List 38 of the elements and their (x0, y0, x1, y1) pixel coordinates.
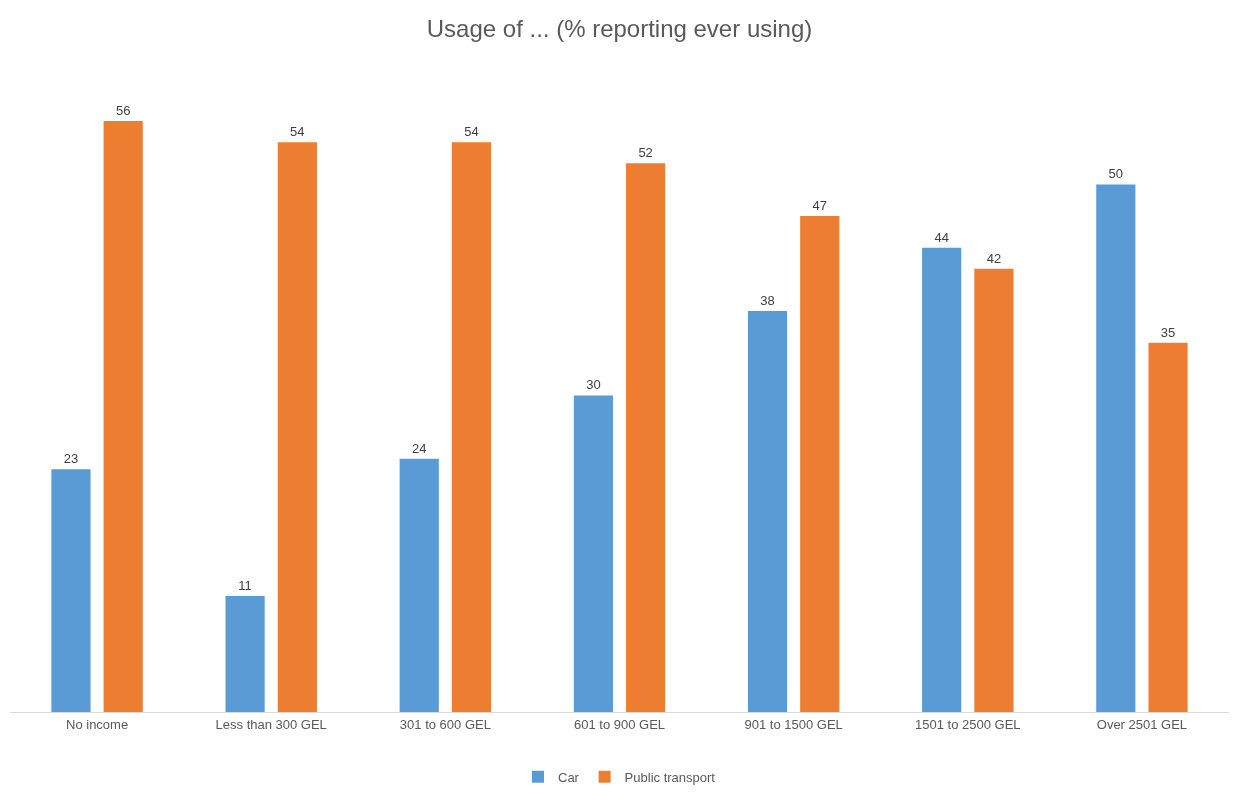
data-label: 54 (290, 124, 305, 140)
data-label: 47 (812, 198, 827, 214)
x-tick-label: 301 to 600 GEL (399, 716, 491, 732)
bar (626, 163, 666, 712)
data-label: 11 (238, 577, 252, 593)
bar (974, 268, 1014, 712)
bar (103, 121, 143, 712)
bar (1096, 184, 1136, 712)
bar (51, 469, 91, 712)
bar (399, 458, 439, 712)
x-tick-label: No income (66, 716, 129, 732)
bar (451, 142, 492, 712)
x-tick-label: 1501 to 2500 GEL (915, 716, 1021, 732)
legend-label: Car (558, 769, 580, 785)
data-label: 42 (986, 250, 1002, 266)
bar (573, 395, 613, 712)
bar (1148, 342, 1188, 712)
data-label: 30 (586, 377, 601, 393)
data-label: 38 (760, 293, 775, 309)
bar (277, 142, 317, 712)
chart-title: Usage of ... (% reporting ever using) (426, 14, 813, 42)
bar (225, 595, 265, 712)
x-tick-label: 601 to 900 GEL (573, 716, 666, 732)
legend-label: Public transport (624, 769, 716, 785)
x-tick-label: Less than 300 GEL (215, 716, 327, 732)
data-label: 54 (464, 124, 479, 140)
data-label: 50 (1108, 166, 1124, 182)
data-label: 35 (1160, 324, 1176, 340)
x-tick-label: Over 2501 GEL (1096, 716, 1188, 732)
bar (747, 311, 788, 712)
x-tick-label: 901 to 1500 GEL (744, 716, 843, 732)
data-label: 56 (115, 103, 131, 119)
data-label: 44 (934, 229, 949, 245)
bar (922, 247, 962, 712)
data-label: 23 (63, 451, 79, 467)
bar (800, 216, 840, 712)
data-label: 24 (412, 440, 427, 456)
data-label: 52 (638, 145, 653, 161)
